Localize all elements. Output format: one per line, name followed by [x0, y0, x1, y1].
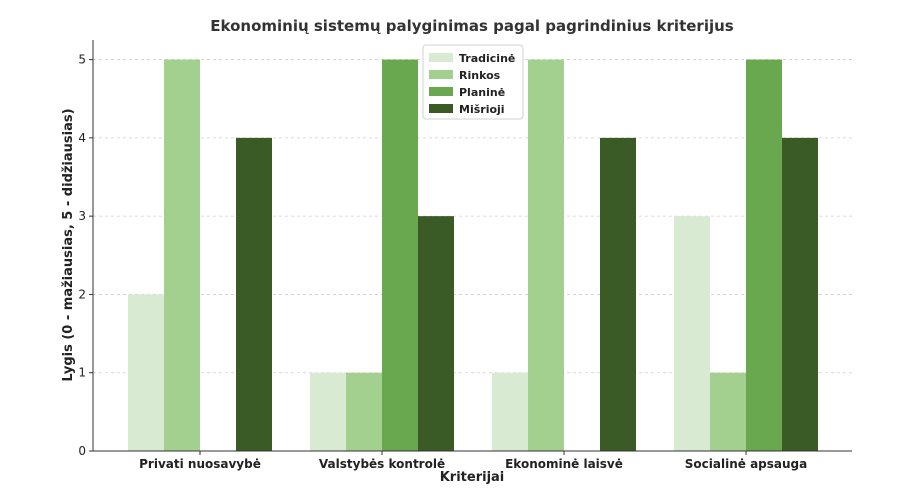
- x-axis-label: Kriterijai: [440, 470, 505, 485]
- x-tick-label: Ekonominė laisvė: [505, 457, 623, 471]
- x-tick-label: Privati nuosavybė: [139, 457, 261, 471]
- bar: [418, 216, 454, 451]
- legend-label: Rinkos: [459, 69, 501, 82]
- bar: [492, 372, 528, 451]
- x-tick-label: Socialinė apsauga: [685, 457, 807, 471]
- bar: [710, 372, 746, 451]
- bar: [382, 59, 418, 451]
- y-tick-label: 2: [78, 287, 86, 301]
- bar: [128, 294, 164, 451]
- bar: [346, 372, 382, 451]
- legend-swatch: [429, 104, 453, 113]
- bar: [310, 372, 346, 451]
- y-tick-labels: 0 1 2 3 4 5: [78, 53, 93, 458]
- y-tick-label: 4: [78, 131, 86, 145]
- legend-box: [422, 44, 524, 120]
- legend: Tradicinė Rinkos Planinė Mišrioji: [422, 44, 524, 120]
- bar: [236, 137, 272, 451]
- y-tick-label: 3: [78, 209, 86, 223]
- bar: [782, 137, 818, 451]
- y-axis-label: Lygis (0 - mažiausias, 5 - didžiausias): [61, 108, 76, 381]
- legend-label: Planinė: [459, 86, 505, 99]
- legend-swatch: [429, 87, 453, 96]
- legend-label: Tradicinė: [459, 52, 515, 65]
- legend-swatch: [429, 70, 453, 79]
- bar: [528, 59, 564, 451]
- legend-label: Mišrioji: [459, 103, 505, 116]
- bar: [600, 137, 636, 451]
- bar: [674, 216, 710, 451]
- bar: [746, 59, 782, 451]
- y-tick-label: 0: [78, 444, 86, 458]
- legend-swatch: [429, 53, 453, 62]
- bar: [164, 59, 200, 451]
- y-tick-label: 1: [78, 366, 86, 380]
- bars: [128, 59, 818, 451]
- x-tick-label: Valstybės kontrolė: [319, 457, 445, 471]
- y-tick-label: 5: [78, 53, 86, 67]
- chart-title: Ekonominių sistemų palyginimas pagal pag…: [210, 17, 733, 35]
- x-tick-labels: Privati nuosavybė Valstybės kontrolė Ekono…: [139, 451, 807, 471]
